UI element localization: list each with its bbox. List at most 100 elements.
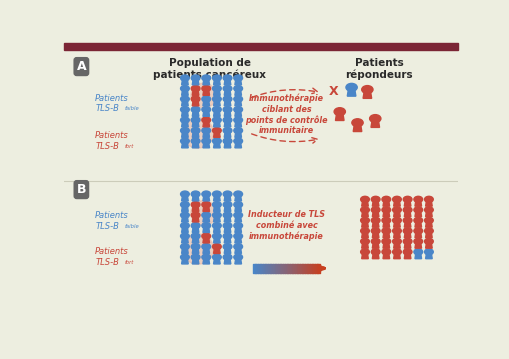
Polygon shape xyxy=(235,77,241,85)
Polygon shape xyxy=(415,230,421,238)
Circle shape xyxy=(361,196,370,202)
Polygon shape xyxy=(224,130,231,137)
Polygon shape xyxy=(214,214,220,222)
Polygon shape xyxy=(224,225,231,232)
Polygon shape xyxy=(203,236,210,243)
Circle shape xyxy=(371,196,380,202)
Polygon shape xyxy=(235,204,241,211)
Text: TLS-B: TLS-B xyxy=(95,258,119,267)
Text: fort: fort xyxy=(125,144,134,149)
Polygon shape xyxy=(235,130,241,137)
Text: Patients: Patients xyxy=(95,211,129,220)
Circle shape xyxy=(403,196,412,202)
Polygon shape xyxy=(192,236,199,243)
Circle shape xyxy=(191,243,200,250)
Polygon shape xyxy=(182,140,188,148)
Circle shape xyxy=(213,117,221,123)
Circle shape xyxy=(191,254,200,260)
Bar xyxy=(64,43,458,50)
Circle shape xyxy=(213,223,221,229)
Circle shape xyxy=(414,207,422,213)
Polygon shape xyxy=(404,241,411,248)
Circle shape xyxy=(213,107,221,113)
Polygon shape xyxy=(373,199,379,206)
Polygon shape xyxy=(426,220,432,227)
Circle shape xyxy=(223,233,232,239)
Polygon shape xyxy=(182,246,188,253)
Circle shape xyxy=(403,238,412,244)
Polygon shape xyxy=(426,241,432,248)
Polygon shape xyxy=(362,230,369,238)
Ellipse shape xyxy=(191,201,216,225)
Circle shape xyxy=(223,223,232,229)
Polygon shape xyxy=(235,194,241,201)
Polygon shape xyxy=(182,98,188,106)
Polygon shape xyxy=(214,98,220,106)
Circle shape xyxy=(371,228,380,234)
Polygon shape xyxy=(182,194,188,201)
Circle shape xyxy=(202,75,211,81)
Polygon shape xyxy=(383,230,389,238)
Polygon shape xyxy=(362,199,369,206)
Polygon shape xyxy=(192,204,199,211)
Circle shape xyxy=(223,138,232,144)
Polygon shape xyxy=(182,225,188,232)
Circle shape xyxy=(371,207,380,213)
Circle shape xyxy=(414,228,422,234)
Circle shape xyxy=(202,127,211,134)
Polygon shape xyxy=(415,199,421,206)
Polygon shape xyxy=(182,88,188,95)
Polygon shape xyxy=(203,109,210,116)
Polygon shape xyxy=(192,98,199,106)
Text: fort: fort xyxy=(125,260,134,265)
Polygon shape xyxy=(383,199,389,206)
Polygon shape xyxy=(203,204,210,211)
Ellipse shape xyxy=(182,118,214,148)
Circle shape xyxy=(425,217,433,223)
Polygon shape xyxy=(224,204,231,211)
Polygon shape xyxy=(192,225,199,232)
Polygon shape xyxy=(214,88,220,95)
Text: Patients: Patients xyxy=(95,94,129,103)
Polygon shape xyxy=(415,251,421,259)
Polygon shape xyxy=(393,199,400,206)
Circle shape xyxy=(425,249,433,255)
Circle shape xyxy=(213,138,221,144)
Polygon shape xyxy=(192,130,199,137)
Circle shape xyxy=(392,228,401,234)
Text: faible: faible xyxy=(125,224,139,229)
Polygon shape xyxy=(235,256,241,264)
Circle shape xyxy=(234,223,243,229)
Circle shape xyxy=(202,96,211,102)
Polygon shape xyxy=(383,251,389,259)
Polygon shape xyxy=(203,214,210,222)
Circle shape xyxy=(234,212,243,218)
Polygon shape xyxy=(182,236,188,243)
Polygon shape xyxy=(426,230,432,238)
Circle shape xyxy=(414,217,422,223)
Circle shape xyxy=(202,201,211,208)
Circle shape xyxy=(425,207,433,213)
Circle shape xyxy=(181,75,189,81)
Circle shape xyxy=(234,233,243,239)
Circle shape xyxy=(371,238,380,244)
Polygon shape xyxy=(235,88,241,95)
Circle shape xyxy=(223,85,232,92)
Text: Population de
patients cancéreux: Population de patients cancéreux xyxy=(153,58,266,80)
Polygon shape xyxy=(415,220,421,227)
Polygon shape xyxy=(214,119,220,127)
Circle shape xyxy=(191,85,200,92)
Circle shape xyxy=(234,243,243,250)
Polygon shape xyxy=(192,140,199,148)
Circle shape xyxy=(213,96,221,102)
Polygon shape xyxy=(214,109,220,116)
Circle shape xyxy=(181,233,189,239)
Polygon shape xyxy=(214,130,220,137)
Circle shape xyxy=(346,83,357,91)
Text: A: A xyxy=(76,60,86,73)
Polygon shape xyxy=(404,199,411,206)
Circle shape xyxy=(234,85,243,92)
Text: Patients: Patients xyxy=(95,131,129,140)
Polygon shape xyxy=(415,241,421,248)
Polygon shape xyxy=(214,140,220,148)
